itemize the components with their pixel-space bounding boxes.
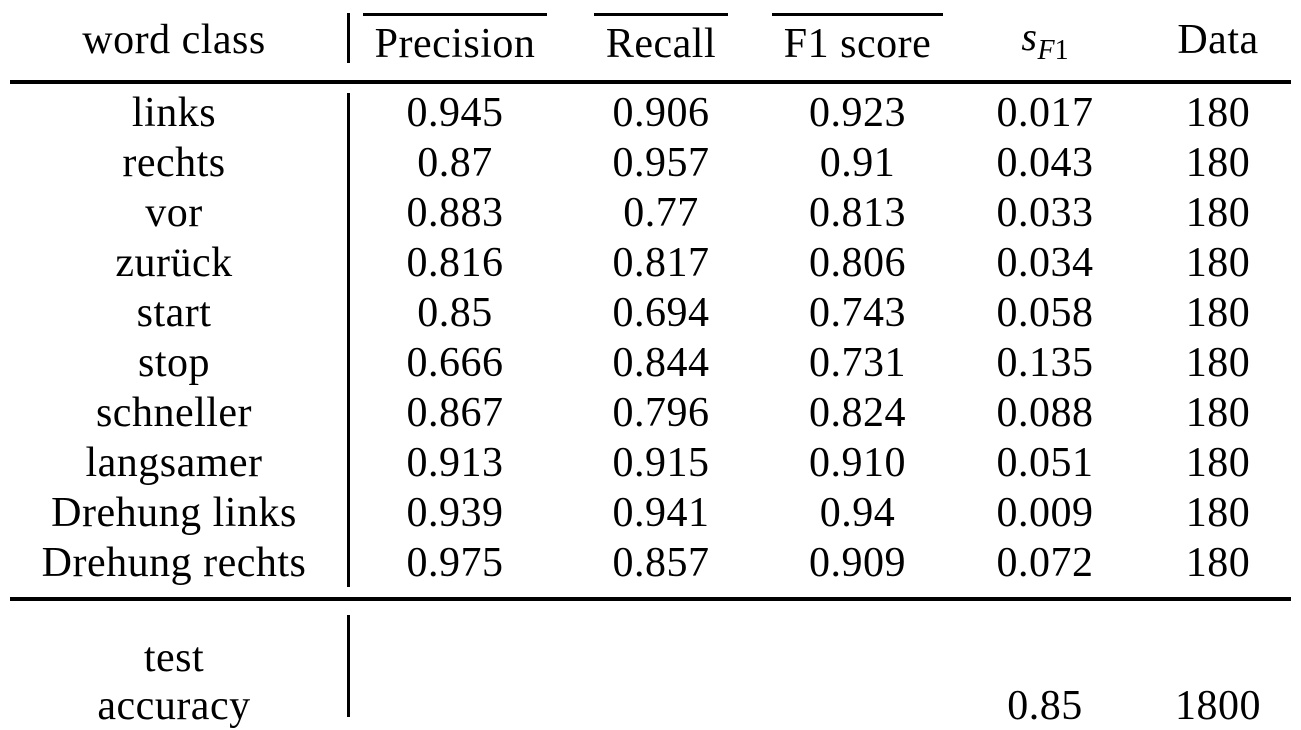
footer-rule xyxy=(10,597,1291,601)
cell-data: 180 xyxy=(1185,540,1251,586)
table-row: vor 0.883 0.77 0.813 0.033 180 xyxy=(0,188,1301,238)
header-s-f1: sF1 xyxy=(955,13,1135,67)
cell-precision: 0.975 xyxy=(406,540,504,586)
header-recall-label: Recall xyxy=(593,12,729,66)
footer-s-f1-value: 0.85 xyxy=(1007,683,1083,729)
header-precision-label: Precision xyxy=(362,12,548,66)
cell-word-class: rechts xyxy=(122,140,226,186)
cell-f1-score: 0.910 xyxy=(809,440,906,486)
table-row: Drehung rechts 0.975 0.857 0.909 0.072 1… xyxy=(0,538,1301,588)
cell-f1-score: 0.94 xyxy=(819,490,896,536)
cell-word-class: langsamer xyxy=(85,440,263,486)
footer-label-line2: accuracy xyxy=(97,683,251,729)
header-data: Data xyxy=(1135,16,1301,64)
cell-data: 180 xyxy=(1185,440,1251,486)
cell-s-f1: 0.135 xyxy=(996,340,1094,386)
cell-word-class: Drehung links xyxy=(51,490,297,536)
cell-data: 180 xyxy=(1185,390,1251,436)
cell-recall: 0.796 xyxy=(612,390,710,436)
cell-word-class: Drehung rechts xyxy=(41,540,307,586)
cell-recall: 0.844 xyxy=(612,340,710,386)
cell-f1-score: 0.806 xyxy=(809,240,906,286)
header-s-f1-label: sF1 xyxy=(1021,14,1069,66)
cell-recall: 0.857 xyxy=(612,540,710,586)
cell-s-f1: 0.088 xyxy=(996,390,1094,436)
cell-data: 180 xyxy=(1185,90,1251,136)
cell-precision: 0.867 xyxy=(406,390,504,436)
header-data-label: Data xyxy=(1177,17,1259,63)
cell-precision: 0.666 xyxy=(406,340,504,386)
cell-f1-score: 0.743 xyxy=(809,290,906,336)
table-footer-row: test accuracy 0.85 1800 xyxy=(0,602,1301,730)
footer-data-value: 1800 xyxy=(1175,683,1261,729)
cell-word-class: zurück xyxy=(115,240,233,286)
cell-precision: 0.883 xyxy=(406,190,504,236)
cell-s-f1: 0.043 xyxy=(996,140,1094,186)
header-rule xyxy=(10,80,1291,84)
cell-precision: 0.945 xyxy=(406,90,504,136)
header-f1-score-label: F1 score xyxy=(771,12,944,66)
cell-precision: 0.939 xyxy=(406,490,504,536)
cell-data: 180 xyxy=(1185,140,1251,186)
cell-s-f1: 0.033 xyxy=(996,190,1094,236)
footer-label: test accuracy xyxy=(0,634,348,730)
cell-s-f1: 0.072 xyxy=(996,540,1094,586)
cell-precision: 0.913 xyxy=(406,440,504,486)
cell-s-f1: 0.009 xyxy=(996,490,1094,536)
table-row: langsamer 0.913 0.915 0.910 0.051 180 xyxy=(0,438,1301,488)
cell-recall: 0.915 xyxy=(612,440,710,486)
cell-f1-score: 0.813 xyxy=(809,190,906,236)
table-row: links 0.945 0.906 0.923 0.017 180 xyxy=(0,88,1301,138)
cell-recall: 0.957 xyxy=(612,140,710,186)
cell-word-class: links xyxy=(131,90,217,136)
header-word-class: word class xyxy=(0,16,348,64)
cell-s-f1: 0.058 xyxy=(996,290,1094,336)
cell-data: 180 xyxy=(1185,490,1251,536)
cell-precision: 0.87 xyxy=(417,140,493,186)
cell-recall: 0.694 xyxy=(612,290,710,336)
header-precision: Precision xyxy=(348,12,562,68)
cell-data: 180 xyxy=(1185,240,1251,286)
column-divider-footer xyxy=(347,615,350,717)
cell-recall: 0.906 xyxy=(612,90,710,136)
column-divider-header xyxy=(347,13,350,63)
cell-data: 180 xyxy=(1185,190,1251,236)
cell-word-class: schneller xyxy=(95,390,253,436)
table-row: schneller 0.867 0.796 0.824 0.088 180 xyxy=(0,388,1301,438)
cell-precision: 0.816 xyxy=(406,240,504,286)
table-row: start 0.85 0.694 0.743 0.058 180 xyxy=(0,288,1301,338)
cell-s-f1: 0.034 xyxy=(996,240,1094,286)
header-f1-score: F1 score xyxy=(760,12,955,68)
cell-data: 180 xyxy=(1185,340,1251,386)
cell-f1-score: 0.731 xyxy=(809,340,906,386)
cell-s-f1: 0.017 xyxy=(996,90,1094,136)
footer-label-line1: test xyxy=(143,635,205,681)
cell-f1-score: 0.909 xyxy=(809,540,906,586)
cell-precision: 0.85 xyxy=(417,290,493,336)
cell-word-class: stop xyxy=(137,340,210,386)
table-header-row: word class Precision Recall F1 score sF1… xyxy=(0,0,1301,80)
cell-recall: 0.941 xyxy=(612,490,710,536)
cell-f1-score: 0.91 xyxy=(819,140,896,186)
cell-recall: 0.817 xyxy=(612,240,710,286)
header-word-class-label: word class xyxy=(82,17,266,63)
cell-recall: 0.77 xyxy=(623,190,699,236)
cell-f1-score: 0.923 xyxy=(809,90,906,136)
cell-s-f1: 0.051 xyxy=(996,440,1094,486)
table-row: rechts 0.87 0.957 0.91 0.043 180 xyxy=(0,138,1301,188)
header-recall: Recall xyxy=(562,12,760,68)
cell-data: 180 xyxy=(1185,290,1251,336)
cell-word-class: vor xyxy=(145,190,203,236)
cell-f1-score: 0.824 xyxy=(809,390,906,436)
table-row: stop 0.666 0.844 0.731 0.135 180 xyxy=(0,338,1301,388)
table-row: zurück 0.816 0.817 0.806 0.034 180 xyxy=(0,238,1301,288)
column-divider-body xyxy=(347,93,350,587)
table-row: Drehung links 0.939 0.941 0.94 0.009 180 xyxy=(0,488,1301,538)
table-body: links 0.945 0.906 0.923 0.017 180 rechts… xyxy=(0,88,1301,588)
cell-word-class: start xyxy=(136,290,212,336)
